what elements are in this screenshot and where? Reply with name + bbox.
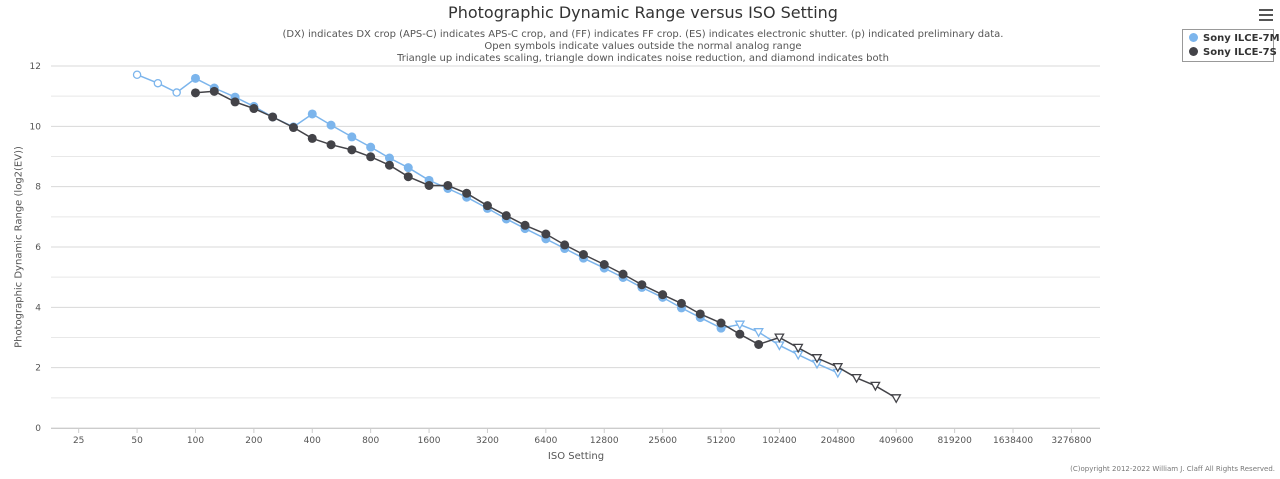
- data-point-ilce-7m4: [326, 120, 336, 130]
- hamburger-menu-icon[interactable]: [1259, 9, 1273, 21]
- x-tick-label: 12800: [590, 436, 619, 446]
- data-point-ilce-7s: [695, 309, 705, 319]
- data-point-ilce-7s: [637, 280, 647, 290]
- legend-label-ilce-7s: Sony ILCE-7S: [1203, 47, 1277, 58]
- x-tick-label: 800: [362, 436, 379, 446]
- data-point-ilce-7s: [541, 229, 551, 239]
- subtitle-line-2: Open symbols indicate values outside the…: [484, 41, 802, 52]
- x-tick-label: 102400: [762, 436, 797, 446]
- x-tick-label: 1638400: [993, 436, 1033, 446]
- legend-item-ilce-7m4[interactable]: Sony ILCE-7M4: [1189, 33, 1280, 47]
- x-tick-label: 3200: [476, 436, 499, 446]
- legend-item-ilce-7s[interactable]: Sony ILCE-7S: [1189, 47, 1277, 61]
- data-point-ilce-7s: [658, 290, 668, 300]
- data-point-ilce-7s: [774, 333, 785, 344]
- y-axis-label: Photographic Dynamic Range (log2(EV)): [13, 146, 25, 348]
- data-point-ilce-7m4: [307, 109, 317, 119]
- y-tick-label: 12: [30, 62, 41, 72]
- y-tick-label: 0: [35, 424, 41, 434]
- data-point-ilce-7s: [851, 373, 862, 384]
- data-point-ilce-7s: [347, 145, 357, 155]
- data-point-ilce-7s: [288, 123, 298, 133]
- chart-title: Photographic Dynamic Range versus ISO Se…: [448, 3, 838, 22]
- data-point-ilce-7m4: [774, 341, 785, 351]
- data-point-ilce-7m4: [734, 320, 746, 331]
- data-point-ilce-7s: [366, 152, 376, 162]
- data-point-ilce-7s: [832, 363, 844, 373]
- data-point-ilce-7s: [560, 240, 570, 250]
- x-tick-label: 51200: [707, 436, 736, 446]
- y-tick-label: 4: [35, 303, 41, 313]
- x-tick-label: 25: [73, 436, 84, 446]
- legend-marker-ilce-7m4: [1189, 33, 1198, 42]
- y-tick-label: 8: [35, 183, 41, 193]
- x-tick-label: 819200: [937, 436, 972, 446]
- data-point-ilce-7s: [578, 250, 588, 260]
- data-point-ilce-7m4: [190, 73, 200, 83]
- data-point-ilce-7s: [209, 86, 219, 96]
- series-line-ilce-7m4: [136, 74, 839, 374]
- x-tick-label: 6400: [534, 436, 557, 446]
- data-point-ilce-7s: [230, 97, 240, 107]
- data-point-ilce-7s: [716, 318, 726, 328]
- data-point-ilce-7s: [870, 381, 881, 392]
- data-point-ilce-7s: [462, 188, 472, 198]
- x-tick-label: 100: [187, 436, 204, 446]
- data-point-ilce-7s: [482, 201, 492, 211]
- legend-marker-ilce-7s: [1189, 47, 1198, 56]
- x-tick-label: 50: [131, 436, 143, 446]
- data-point-ilce-7s: [249, 104, 259, 114]
- data-point-ilce-7s: [618, 269, 628, 279]
- data-point-ilce-7s: [307, 133, 317, 143]
- data-point-ilce-7s: [754, 339, 764, 349]
- y-tick-label: 10: [30, 122, 42, 132]
- data-point-ilce-7m4: [347, 132, 357, 142]
- data-point-ilce-7s: [443, 180, 453, 190]
- legend: Sony ILCE-7M4 Sony ILCE-7S: [1182, 29, 1280, 62]
- data-point-ilce-7s: [811, 354, 823, 364]
- data-point-ilce-7s: [599, 259, 609, 269]
- data-point-ilce-7s: [190, 88, 200, 98]
- subtitle-line-3: Triangle up indicates scaling, triangle …: [397, 53, 889, 64]
- data-point-ilce-7s: [268, 112, 278, 122]
- data-point-ilce-7m4: [753, 328, 764, 338]
- subtitle-line-1: (DX) indicates DX crop (APS-C) indicates…: [282, 29, 1004, 40]
- y-tick-label: 6: [35, 243, 41, 253]
- y-tick-label: 2: [35, 364, 41, 374]
- data-point-ilce-7s: [326, 140, 336, 150]
- x-tick-label: 400: [304, 436, 321, 446]
- data-point-ilce-7s: [520, 220, 530, 230]
- data-point-ilce-7m4: [172, 88, 181, 97]
- x-tick-label: 200: [245, 436, 262, 446]
- series-line-ilce-7s: [195, 90, 897, 399]
- data-point-ilce-7m4: [153, 78, 163, 88]
- data-point-ilce-7m4: [403, 163, 413, 173]
- data-point-ilce-7s: [792, 343, 804, 354]
- data-point-ilce-7m4: [384, 153, 394, 163]
- data-point-ilce-7s: [403, 172, 413, 182]
- data-point-ilce-7s: [676, 298, 686, 308]
- x-tick-label: 3276800: [1051, 436, 1091, 446]
- x-tick-label: 25600: [648, 436, 677, 446]
- legend-label-ilce-7m4: Sony ILCE-7M4: [1203, 33, 1280, 44]
- x-tick-label: 1600: [418, 436, 441, 446]
- x-axis-label: ISO Setting: [547, 451, 605, 462]
- x-tick-label: 409600: [879, 436, 914, 446]
- copyright-credit: (C)opyright 2012-2022 William J. Claff A…: [1070, 465, 1275, 473]
- data-point-ilce-7s: [501, 211, 511, 221]
- data-point-ilce-7s: [735, 329, 745, 339]
- data-point-ilce-7s: [384, 160, 394, 170]
- data-point-ilce-7s: [424, 180, 434, 190]
- data-point-ilce-7m4: [132, 70, 142, 79]
- data-point-ilce-7m4: [366, 142, 376, 152]
- data-point-ilce-7s: [890, 394, 902, 404]
- x-tick-label: 204800: [821, 436, 856, 446]
